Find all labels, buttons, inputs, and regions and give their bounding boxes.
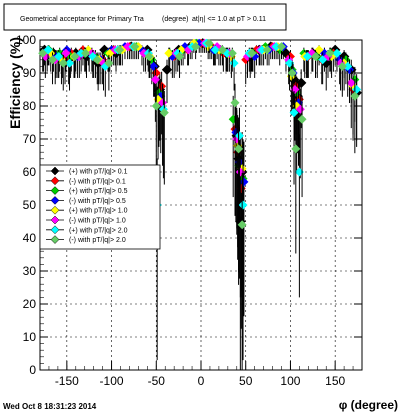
data-point xyxy=(310,52,320,61)
data-point xyxy=(115,45,125,55)
y-tick-label: 10 xyxy=(23,330,37,344)
legend-marker xyxy=(50,176,60,186)
data-point xyxy=(289,108,299,118)
y-axis-label: Efficiency (%) xyxy=(7,37,23,129)
data-point xyxy=(287,68,297,78)
data-point xyxy=(144,52,154,61)
data-point xyxy=(48,55,58,65)
data-point xyxy=(314,45,324,55)
data-point xyxy=(257,45,267,55)
data-point xyxy=(291,144,301,154)
data-point xyxy=(92,55,102,65)
title-frame xyxy=(3,3,287,31)
data-point xyxy=(164,48,174,58)
data-point xyxy=(204,38,214,48)
data-point xyxy=(350,91,360,101)
data-point xyxy=(238,200,248,210)
x-tick-label: -150 xyxy=(55,374,79,388)
data-point xyxy=(38,48,48,58)
data-point xyxy=(150,75,160,85)
y-tick-label: 60 xyxy=(23,165,37,179)
data-point xyxy=(318,55,328,65)
data-point xyxy=(297,114,307,124)
data-point xyxy=(230,98,240,108)
x-tick-label: 150 xyxy=(325,374,345,388)
data-point xyxy=(210,45,220,55)
legend-frame xyxy=(39,164,161,250)
data-point xyxy=(191,42,201,52)
data-point xyxy=(227,48,237,58)
data-point xyxy=(104,58,114,68)
y-tick-label: 50 xyxy=(23,198,37,212)
data-point xyxy=(234,131,244,141)
chart-title-right: at|η| <= 1.0 at pT > 0.11 xyxy=(192,16,266,23)
legend-label: (-) with pT/|q|> 2.0 xyxy=(69,237,126,244)
data-point xyxy=(343,61,353,71)
data-point xyxy=(54,52,64,61)
data-point xyxy=(217,45,227,55)
data-point xyxy=(262,45,272,55)
data-point xyxy=(151,101,161,111)
y-tick-label: 100 xyxy=(16,33,36,47)
chart-title-mid: (degree) xyxy=(162,16,188,23)
data-point xyxy=(123,42,133,52)
legend-label: (+) with pT/|q|> 0.5 xyxy=(69,188,128,195)
y-tick-label: 30 xyxy=(23,264,37,278)
data-point xyxy=(234,144,244,154)
title-box: Geometrical acceptance for Primary Tra (… xyxy=(3,3,287,31)
series-7 xyxy=(38,38,360,370)
legend-label: (-) with pT/|q|> 1.0 xyxy=(69,218,126,225)
y-tick-label: 0 xyxy=(29,363,36,377)
x-tick-label: -100 xyxy=(100,374,124,388)
data-point xyxy=(325,48,335,58)
legend-label: (+) with pT/|q|> 2.0 xyxy=(69,227,128,234)
series-layer xyxy=(38,38,362,370)
legend-marker xyxy=(50,166,60,176)
data-point xyxy=(346,78,356,88)
legend-marker xyxy=(50,196,60,205)
legend-label: (+) with pT/|q|> 1.0 xyxy=(69,208,128,215)
chart-title-left: Geometrical acceptance for Primary Tra xyxy=(20,16,144,23)
data-point xyxy=(70,52,80,61)
data-point xyxy=(271,42,281,52)
x-axis-label: φ (degree) xyxy=(339,398,398,412)
data-point xyxy=(175,52,185,61)
y-tick-label: 70 xyxy=(23,132,37,146)
axis-ticks xyxy=(40,39,363,371)
y-tick-label: 20 xyxy=(23,297,37,311)
data-point xyxy=(237,220,247,230)
data-point xyxy=(337,61,347,71)
x-tick-label: 100 xyxy=(280,374,300,388)
data-point xyxy=(277,42,286,52)
legend-marker xyxy=(50,186,60,195)
legend-marker xyxy=(50,215,60,225)
legend-label: (+) with pT/|q|> 0.1 xyxy=(69,169,128,176)
data-point xyxy=(159,108,169,118)
x-tick-label: 0 xyxy=(198,374,205,388)
legend-marker xyxy=(50,235,60,244)
x-tick-label: 50 xyxy=(239,374,253,388)
legend: (+) with pT/|q|> 0.1 (-) with pT/|q|> 0.1… xyxy=(39,164,161,250)
tick-labels: 0 10 20 30 40 50 60 70 80 90 100 -150 -100 -50 0 50 100 1… xyxy=(16,33,346,388)
legend-marker xyxy=(50,205,60,215)
y-tick-label: 40 xyxy=(23,231,37,245)
legend-label: (-) with pT/|q|> 0.1 xyxy=(69,178,126,185)
footer-timestamp: Wed Oct 8 18:31:23 2014 xyxy=(3,402,97,411)
data-point xyxy=(247,48,257,58)
data-point xyxy=(58,58,68,68)
data-point xyxy=(130,42,140,52)
legend-label: (-) with pT/|q|> 0.5 xyxy=(69,198,126,205)
x-tick-label: -50 xyxy=(148,374,166,388)
legend-marker xyxy=(50,225,60,235)
data-point xyxy=(302,52,312,61)
data-point xyxy=(65,58,75,68)
y-tick-label: 80 xyxy=(23,99,37,113)
data-point xyxy=(332,48,342,58)
y-tick-label: 90 xyxy=(23,66,37,80)
data-point xyxy=(81,48,91,58)
